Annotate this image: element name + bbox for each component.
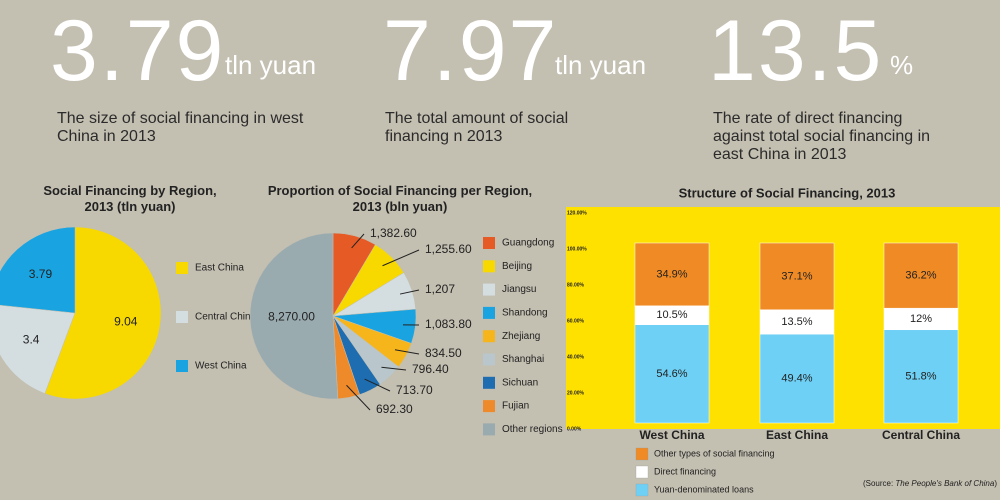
value-label: 3.4 xyxy=(23,332,40,346)
y-tick-label: 60.00% xyxy=(567,318,585,324)
x-tick-label: East China xyxy=(766,428,828,442)
x-tick-label: Central China xyxy=(882,428,960,442)
value-label: 3.79 xyxy=(29,267,53,281)
bar-segment xyxy=(759,242,835,311)
legend-swatch xyxy=(176,262,188,274)
legend-swatch xyxy=(483,400,495,413)
value-label: 8,270.00 xyxy=(268,309,315,323)
legend-swatch xyxy=(483,376,495,389)
bar-segment xyxy=(634,242,710,307)
value-label: 1,083.80 xyxy=(425,317,472,331)
legend-swatch xyxy=(635,465,649,479)
leader-line xyxy=(399,289,420,295)
chart-title: Proportion of Social Financing per Regio… xyxy=(268,183,532,214)
value-label: 12% xyxy=(910,313,932,325)
legend-label: Shandong xyxy=(502,308,548,319)
legend-swatch xyxy=(483,423,495,436)
pie-slice xyxy=(249,232,339,400)
bar-segment xyxy=(634,324,710,424)
legend-label: Sichuan xyxy=(502,377,538,388)
pie-slice xyxy=(44,226,162,400)
x-tick-label: West China xyxy=(639,428,704,442)
stat-number: 3.79 xyxy=(50,3,226,99)
leader-line xyxy=(346,384,371,411)
bar-segment xyxy=(759,309,835,335)
legend-label: East China xyxy=(195,263,244,274)
legend-label: Yuan-denominated loans xyxy=(654,484,754,494)
value-label: 834.50 xyxy=(425,346,462,360)
chart-title: Social Financing by Region, 2013 (tln yua… xyxy=(43,183,216,214)
value-label: 13.5% xyxy=(781,316,812,328)
leader-line xyxy=(351,233,365,249)
y-tick-label: 80.00% xyxy=(567,282,585,288)
value-label: 10.5% xyxy=(656,309,687,321)
stat-text: The rate of direct financing against tot… xyxy=(713,110,931,163)
legend-swatch xyxy=(176,360,188,372)
stat-unit: tln yuan xyxy=(225,50,317,80)
source-part: (Source: xyxy=(863,479,895,488)
stat-unit: tln yuan xyxy=(555,50,647,80)
value-label: 36.2% xyxy=(905,269,936,281)
legend-swatch xyxy=(483,283,495,296)
legend-label: Shanghai xyxy=(502,354,544,365)
y-tick-label: 120.00% xyxy=(567,210,587,216)
chart-title: Structure of Social Financing, 2013 xyxy=(679,185,896,200)
value-label: 51.8% xyxy=(905,370,936,382)
legend-swatch xyxy=(483,330,495,343)
legend-label: Beijing xyxy=(502,261,532,272)
stat-number: 13.5 xyxy=(708,3,884,99)
source-part: ) xyxy=(994,479,997,488)
y-tick-label: 40.00% xyxy=(567,354,585,360)
value-label: 54.6% xyxy=(656,368,687,380)
y-tick-label: 100.00% xyxy=(567,246,587,252)
value-label: 1,382.60 xyxy=(370,226,417,240)
legend-swatch xyxy=(635,447,649,461)
pie-slice xyxy=(0,304,76,394)
legend-swatch xyxy=(483,237,495,249)
legend-label: Other types of social financing xyxy=(654,448,775,458)
legend-swatch xyxy=(635,483,649,497)
legend-label: Zhejiang xyxy=(502,331,540,342)
legend-label: Other regions xyxy=(502,424,563,435)
bar-segment xyxy=(759,333,835,424)
leader-line xyxy=(381,366,407,371)
value-label: 1,207 xyxy=(425,282,455,296)
value-label: 1,255.60 xyxy=(425,242,472,256)
leader-line xyxy=(382,249,420,267)
value-label: 713.70 xyxy=(396,383,433,397)
value-label: 9.04 xyxy=(114,314,138,328)
bar-segment xyxy=(883,329,959,424)
leader-line xyxy=(394,349,420,355)
value-label: 34.9% xyxy=(656,268,687,280)
legend-label: Fujian xyxy=(502,401,529,412)
value-label: 49.4% xyxy=(781,372,812,384)
source-note: (Source: The People's Bank of China) xyxy=(863,479,997,488)
y-tick-label: 20.00% xyxy=(567,390,585,396)
stat-text: The size of social financing in west Chi… xyxy=(57,110,304,145)
legend-swatch xyxy=(176,311,188,323)
y-tick-label: 0.00% xyxy=(567,426,582,432)
legend-label: Jiangsu xyxy=(502,284,536,295)
legend-label: West China xyxy=(195,361,247,372)
legend-swatch xyxy=(483,260,495,273)
legend-swatch xyxy=(483,306,495,319)
value-label: 37.1% xyxy=(781,270,812,282)
legend-swatch xyxy=(483,353,495,366)
value-label: 692.30 xyxy=(376,402,413,416)
bar-segment xyxy=(883,242,959,309)
source-part: The People's Bank of China xyxy=(895,479,994,488)
legend-label: Guangdong xyxy=(502,238,554,249)
legend-label: Direct financing xyxy=(654,466,716,476)
legend-label: Central China xyxy=(195,312,257,323)
pie-slice xyxy=(0,226,76,314)
leader-line xyxy=(364,378,391,392)
stat-number: 7.97 xyxy=(383,3,559,99)
stat-text: The total amount of social financing n 2… xyxy=(385,110,569,145)
stat-unit: % xyxy=(890,50,914,80)
value-label: 796.40 xyxy=(412,362,449,376)
